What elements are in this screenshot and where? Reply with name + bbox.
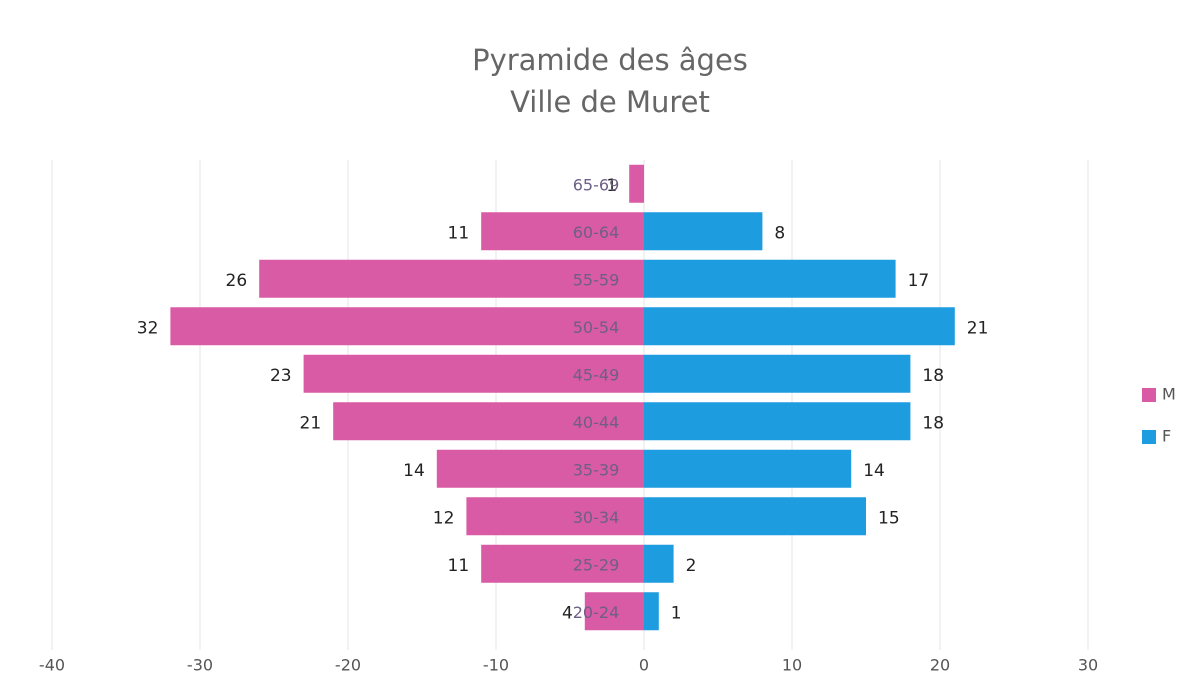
category-label: 45-49 [573,365,620,384]
x-tick-label: -30 [187,656,213,675]
x-tick-label: -10 [483,656,509,675]
bar [644,259,896,298]
bar [303,354,644,393]
x-tick-label: 0 [639,656,649,675]
chart-title: Pyramide des âges [472,43,748,77]
x-tick-label: 10 [782,656,802,675]
bar [584,592,644,631]
bar [644,354,911,393]
chart-subtitle: Ville de Muret [510,85,710,119]
bar [629,164,644,203]
legend-label: F [1162,427,1171,446]
value-label: 23 [270,366,292,386]
value-label: 12 [433,508,455,528]
value-label: 17 [908,271,930,291]
value-label: 1 [671,603,682,623]
bar [644,449,852,488]
bar [644,402,911,441]
x-tick-label: 20 [930,656,950,675]
bar [644,592,659,631]
value-label: 2 [686,556,697,576]
value-label: 8 [774,223,785,243]
category-label: 60-64 [573,223,620,242]
x-tick-label: -20 [335,656,361,675]
bar [466,497,644,536]
value-label: 15 [878,508,900,528]
bar [644,497,866,536]
bar [481,544,644,583]
bar [481,212,644,251]
value-label: 11 [448,223,470,243]
value-label: 21 [967,318,989,338]
value-label: 26 [226,271,248,291]
bar [259,259,644,298]
category-label: 20-24 [573,603,620,622]
bar [333,402,644,441]
bar [170,307,644,346]
value-label: 4 [562,603,573,623]
category-label: 25-29 [573,555,620,574]
category-label: 65-69 [573,175,620,194]
bar [644,212,763,251]
category-label: 50-54 [573,318,620,337]
bar [436,449,644,488]
bar [644,544,674,583]
legend-swatch [1142,388,1156,402]
value-label: 14 [403,461,425,481]
value-label: 18 [922,413,944,433]
category-label: 30-34 [573,508,620,527]
value-label: 14 [863,461,885,481]
value-label: 18 [922,366,944,386]
value-label: 21 [300,413,322,433]
x-tick-label: -40 [39,656,65,675]
value-label: 11 [448,556,470,576]
bar [644,307,955,346]
category-label: 40-44 [573,413,620,432]
value-label: 32 [137,318,159,338]
category-label: 35-39 [573,460,620,479]
x-tick-label: 30 [1078,656,1098,675]
legend-swatch [1142,430,1156,444]
value-label: 1 [606,176,617,196]
category-label: 55-59 [573,270,620,289]
legend-label: M [1162,385,1176,404]
